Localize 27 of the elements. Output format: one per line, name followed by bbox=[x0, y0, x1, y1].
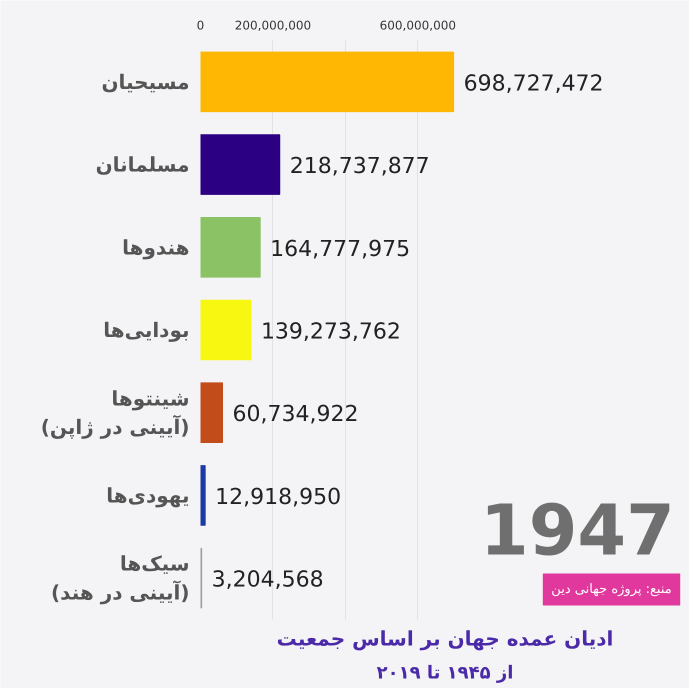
x-tick-label: 600,000,000 bbox=[380, 18, 456, 32]
annotation: 1947 bbox=[480, 490, 675, 572]
y-tick-label: بودایی‌ها bbox=[103, 318, 190, 342]
bar bbox=[200, 52, 454, 112]
y-tick-label: سیک‌ها (آیینی در هند) bbox=[51, 552, 190, 605]
y-tick-label: هندوها bbox=[122, 235, 190, 260]
text: از ۱۹۴۵ تا ۲۰۱۹ bbox=[376, 662, 514, 684]
data-label: 164,777,975 bbox=[270, 236, 410, 262]
data-label: 3,204,568 bbox=[212, 568, 324, 593]
data-label: 60,734,922 bbox=[232, 402, 358, 428]
data-label: 12,918,950 bbox=[215, 484, 342, 510]
text: ادیان عمده جهان بر اساس جمعیت bbox=[276, 626, 614, 650]
y-tick-label: شینتوها (آیینی در ژاپن) bbox=[40, 386, 190, 440]
data-label: 139,273,762 bbox=[260, 320, 401, 344]
data-label: 698,727,472 bbox=[464, 71, 604, 96]
bar bbox=[200, 465, 206, 526]
data-label: 218,737,877 bbox=[290, 154, 430, 180]
x-tick-label: 200,000,000 bbox=[234, 18, 312, 32]
bar bbox=[200, 300, 252, 360]
bar bbox=[200, 382, 223, 443]
y-tick-label: مسلمانان bbox=[96, 152, 190, 177]
y-tick-label: مسیحیان bbox=[101, 70, 190, 94]
bar bbox=[200, 134, 280, 195]
annotation: منبع: پروژه جهانی دین bbox=[551, 582, 672, 597]
y-tick-label: یهودی‌ها bbox=[106, 483, 190, 508]
bar bbox=[200, 217, 261, 278]
x-tick-label: 0 bbox=[196, 18, 204, 32]
